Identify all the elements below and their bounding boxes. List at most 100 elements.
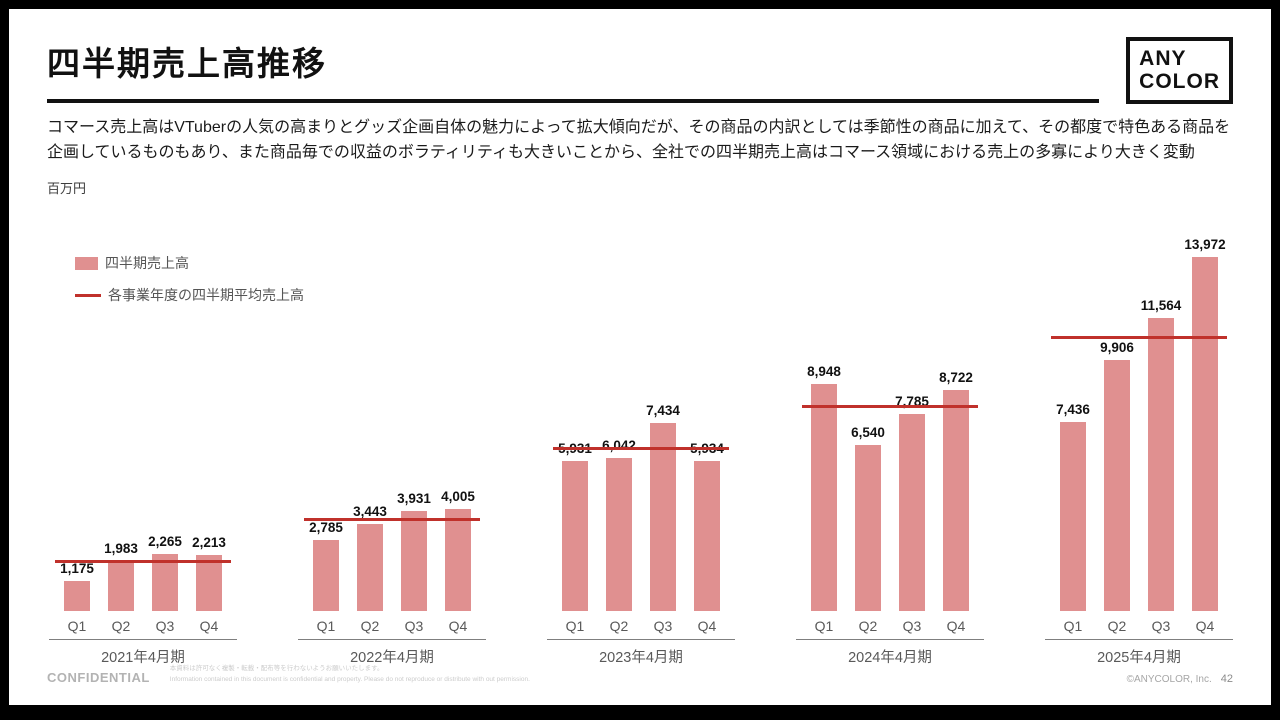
- bar-slot-q4: 5,934: [690, 221, 724, 611]
- bar-slot-q2: 3,443: [353, 221, 387, 611]
- fiscal-year-label: 2025年4月期: [1097, 650, 1181, 666]
- unit-label: 百万円: [47, 180, 87, 196]
- bar-value-label: 11,564: [1140, 297, 1182, 313]
- axis-divider: [298, 639, 486, 640]
- average-line: [304, 518, 480, 522]
- quarter-label: Q3: [1151, 618, 1171, 634]
- revenue-bar: [1104, 359, 1130, 611]
- plot-area: 2,785 3,443 3,931 4,005: [298, 221, 486, 611]
- average-line: [802, 405, 978, 409]
- bar-value-label: 8,948: [807, 364, 841, 380]
- legend-line-label: 各事業年度の四半期平均売上高: [108, 287, 304, 303]
- disclaimer-text: 本資料は許可なく複製・転載・配布等を行わないようお願いいたします。 Inform…: [170, 664, 530, 685]
- bar-slot-q3: 11,564: [1141, 221, 1181, 611]
- footer-right: ©ANYCOLOR, Inc. 42: [1127, 673, 1233, 685]
- confidential-label: CONFIDENTIAL: [47, 670, 150, 685]
- axis-divider: [796, 639, 984, 640]
- quarter-label: Q1: [565, 618, 585, 634]
- fiscal-year-group: 8,948 6,540 7,785 8,722 Q1 Q2 Q3 Q4 2024年4月期: [796, 221, 984, 667]
- bar-slot-q3: 3,931: [397, 221, 431, 611]
- revenue-bar: [108, 560, 134, 611]
- bar-slot-q4: 8,722: [939, 221, 973, 611]
- revenue-bar: [562, 460, 588, 611]
- logo-line-2: COLOR: [1139, 69, 1220, 93]
- quarter-labels-row: Q1 Q2 Q3 Q4: [1045, 618, 1233, 634]
- fiscal-year-group: 7,436 9,906 11,564 13,972 Q1 Q2 Q3 Q4 2025年4月期: [1045, 221, 1233, 667]
- legend-bar-label: 四半期売上高: [105, 255, 189, 271]
- anycolor-logo: ANY COLOR: [1126, 37, 1233, 105]
- revenue-bar: [899, 413, 925, 611]
- quarter-label: Q4: [448, 618, 468, 634]
- bar-value-label: 2,265: [148, 533, 182, 549]
- plot-area: 5,931 6,042 7,434 5,934: [547, 221, 735, 611]
- average-line: [1051, 336, 1227, 340]
- average-line: [553, 447, 729, 451]
- fiscal-year-label: 2021年4月期: [101, 650, 185, 666]
- quarter-label: Q2: [360, 618, 380, 634]
- bar-slot-q2: 1,983: [104, 221, 138, 611]
- quarter-label: Q4: [946, 618, 966, 634]
- revenue-bar: [855, 445, 881, 611]
- quarter-label: Q1: [1063, 618, 1083, 634]
- revenue-bar: [650, 422, 676, 611]
- bar-value-label: 9,906: [1100, 339, 1134, 355]
- legend-item-line: 各事業年度の四半期平均売上高: [75, 285, 304, 305]
- plot-area: 7,436 9,906 11,564 13,972: [1045, 221, 1233, 611]
- quarter-label: Q3: [155, 618, 175, 634]
- page-title: 四半期売上高推移: [47, 45, 327, 82]
- quarter-labels-row: Q1 Q2 Q3 Q4: [49, 618, 237, 634]
- quarter-label: Q2: [858, 618, 878, 634]
- legend-item-bar: 四半期売上高: [75, 253, 304, 273]
- bar-slot-q4: 13,972: [1184, 221, 1226, 611]
- revenue-bar: [357, 523, 383, 611]
- quarter-label: Q1: [316, 618, 336, 634]
- disclaimer-en: Information contained in this document i…: [169, 675, 530, 683]
- quarter-label: Q4: [199, 618, 219, 634]
- quarter-label: Q3: [404, 618, 424, 634]
- bar-swatch-icon: [75, 256, 98, 270]
- quarter-label: Q3: [902, 618, 922, 634]
- quarter-labels-row: Q1 Q2 Q3 Q4: [298, 618, 486, 634]
- revenue-bar: [1060, 422, 1086, 611]
- copyright-label: ©ANYCOLOR, Inc.: [1126, 674, 1212, 685]
- axis-divider: [49, 639, 237, 640]
- fiscal-year-group: 1,175 1,983 2,265 2,213 Q1 Q2 Q3 Q4 2021年4月期: [49, 221, 237, 667]
- bar-value-label: 13,972: [1184, 236, 1226, 252]
- fiscal-year-label: 2022年4月期: [350, 650, 434, 666]
- line-swatch-icon: [75, 293, 101, 297]
- quarter-label: Q2: [609, 618, 629, 634]
- bar-slot-q3: 2,265: [148, 221, 182, 611]
- slide-footer: CONFIDENTIAL 本資料は許可なく複製・転載・配布等を行わないようお願い…: [47, 664, 1233, 685]
- bar-value-label: 7,436: [1056, 402, 1090, 418]
- slide-content: 四半期売上高推移 コマース売上高はVTuberの人気の高まりとグッズ企画自体の魅…: [9, 37, 1271, 197]
- quarter-label: Q2: [1107, 618, 1127, 634]
- bar-value-label: 1,175: [60, 561, 94, 577]
- revenue-bar: [401, 511, 427, 611]
- quarterly-revenue-chart: 1,175 1,983 2,265 2,213 Q1 Q2 Q3 Q4 2021年4月期 2,78…: [49, 221, 1233, 667]
- revenue-bar: [1192, 256, 1218, 611]
- fiscal-year-label: 2024年4月期: [848, 650, 932, 666]
- quarter-label: Q1: [67, 618, 87, 634]
- plot-area: 8,948 6,540 7,785 8,722: [796, 221, 984, 611]
- quarter-label: Q4: [1195, 618, 1215, 634]
- plot-area: 1,175 1,983 2,265 2,213: [49, 221, 237, 611]
- revenue-bar: [313, 540, 339, 611]
- quarter-labels-row: Q1 Q2 Q3 Q4: [547, 618, 735, 634]
- bar-value-label: 2,213: [192, 534, 226, 550]
- description-text: コマース売上高はVTuberの人気の高まりとグッズ企画自体の魅力によって拡大傾向…: [47, 119, 1231, 161]
- revenue-bar: [694, 460, 720, 611]
- chart-groups: 1,175 1,983 2,265 2,213 Q1 Q2 Q3 Q4 2021年4月期 2,78…: [49, 221, 1233, 667]
- bar-slot-q3: 7,785: [895, 221, 929, 611]
- bar-slot-q1: 1,175: [60, 221, 94, 611]
- quarter-label: Q2: [111, 618, 131, 634]
- revenue-bar: [943, 389, 969, 611]
- revenue-bar: [445, 509, 471, 611]
- bar-slot-q2: 6,042: [602, 221, 636, 611]
- bar-value-label: 6,540: [851, 425, 885, 441]
- bar-slot-q2: 6,540: [851, 221, 885, 611]
- average-line: [55, 559, 231, 563]
- quarter-label: Q3: [653, 618, 673, 634]
- chart-legend: 四半期売上高 各事業年度の四半期平均売上高: [75, 253, 304, 317]
- revenue-bar: [606, 457, 632, 611]
- disclaimer-jp: 本資料は許可なく複製・転載・配布等を行わないようお願いいたします。: [169, 665, 384, 673]
